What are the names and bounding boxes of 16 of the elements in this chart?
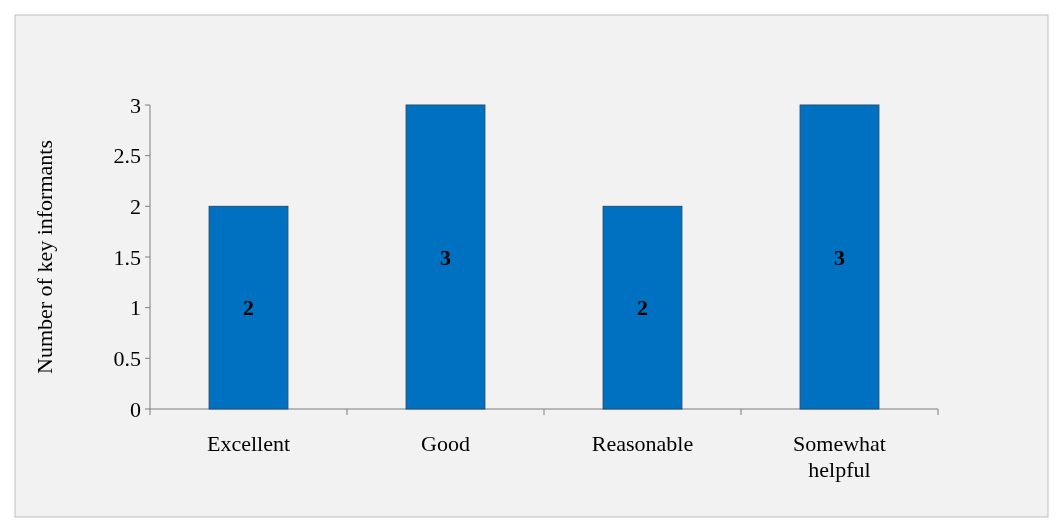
data-label: 3 [440, 244, 451, 270]
data-label: 2 [637, 295, 648, 321]
y-tick-label: 3 [130, 92, 141, 118]
y-tick-label: 2 [130, 193, 141, 219]
y-tick-label: 2.5 [113, 143, 141, 169]
x-tick-label: Reasonable [591, 431, 694, 456]
y-axis-title: Number of key informants [32, 140, 57, 374]
y-tick-label: 0.5 [113, 345, 141, 371]
y-tick-label: 0 [130, 396, 141, 422]
data-label: 2 [243, 295, 254, 321]
y-tick-label: 1.5 [113, 244, 141, 270]
x-tick-label: Somewhat helpful [793, 431, 886, 482]
y-tick-label: 1 [130, 295, 141, 321]
x-tick-label: Good [421, 431, 470, 456]
x-tick-label: Excellent [206, 431, 291, 456]
data-label: 3 [834, 244, 845, 270]
